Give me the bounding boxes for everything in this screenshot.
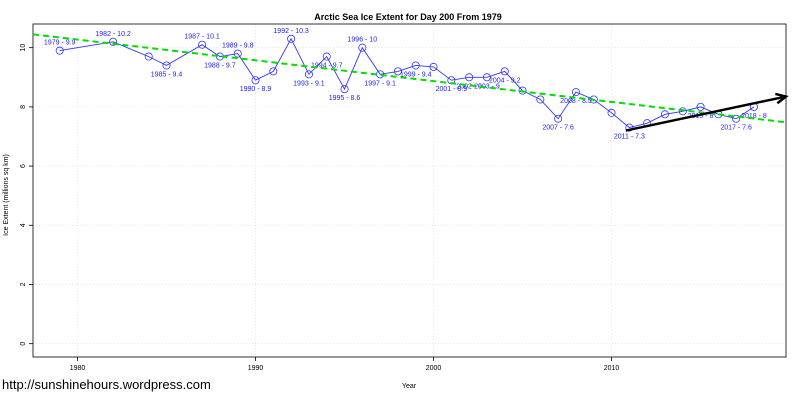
data-point <box>340 85 349 94</box>
point-label: 2007 - 7.6 <box>542 125 574 132</box>
point-label: 2001 - 8.9 <box>436 86 468 93</box>
x-axis-label: Year <box>402 383 417 390</box>
x-tick-label: 1990 <box>248 365 264 372</box>
y-tick-label: 6 <box>20 164 27 168</box>
data-point <box>732 114 741 123</box>
data-point <box>287 34 296 43</box>
point-label: 1989 - 9.8 <box>222 43 254 50</box>
data-point <box>500 67 509 76</box>
point-label: 1994 - 9.7 <box>311 63 343 70</box>
data-point <box>482 73 491 82</box>
data-point <box>162 61 171 70</box>
overlays <box>32 33 789 132</box>
point-label: 2017 - 7.6 <box>720 125 752 132</box>
data-point <box>607 108 616 117</box>
source-watermark: http://sunshinehours.wordpress.com <box>2 377 211 392</box>
x-tick-label: 2010 <box>604 365 620 372</box>
x-tick-label: 2000 <box>426 365 442 372</box>
point-label: 1997 - 9.1 <box>364 80 396 87</box>
data-point <box>358 43 367 52</box>
series-line <box>59 37 755 129</box>
data-point <box>322 52 331 61</box>
data-point <box>518 86 527 95</box>
point-label: 1993 - 9.1 <box>293 80 325 87</box>
data-point <box>393 67 402 76</box>
data-point <box>411 61 420 70</box>
data-point <box>678 107 687 116</box>
y-axis: 0 2 4 6 8 10 <box>20 44 33 346</box>
point-label: 1982 - 10.2 <box>95 31 131 38</box>
data-point <box>660 110 669 119</box>
x-axis: 1980 1990 2000 2010 <box>70 357 620 372</box>
point-label: 1992 - 10.3 <box>273 28 309 35</box>
data-point <box>233 49 242 58</box>
y-tick-label: 4 <box>20 223 27 227</box>
data-point <box>696 102 705 111</box>
point-label: 2003 - 9 <box>474 83 500 90</box>
data-point <box>55 46 64 55</box>
data-point <box>109 37 118 46</box>
data-point <box>429 62 438 71</box>
series-group <box>55 34 758 132</box>
point-label: 1979 - 9.9 <box>44 40 76 47</box>
arrow-head <box>775 92 789 105</box>
y-tick-label: 2 <box>20 282 27 286</box>
data-point <box>625 123 634 132</box>
point-label: 2004 - 9.2 <box>489 77 521 84</box>
trend-line <box>32 33 787 124</box>
data-point <box>571 88 580 97</box>
data-point <box>554 114 563 123</box>
point-label: 2018 - 8 <box>741 113 767 120</box>
point-label: 2015 - 8 <box>688 113 714 120</box>
point-label: 2011 - 7.3 <box>614 134 645 141</box>
y-tick-label: 8 <box>20 105 27 109</box>
arrow-line <box>625 95 787 132</box>
data-point <box>144 52 153 61</box>
data-point <box>251 76 260 85</box>
y-tick-label: 10 <box>20 44 27 52</box>
data-point <box>536 95 545 104</box>
point-label: 1999 - 9.4 <box>400 71 432 78</box>
point-label: 1995 - 8.6 <box>329 95 361 102</box>
data-point <box>304 70 313 79</box>
data-point <box>269 67 278 76</box>
point-label: 2002 - 9 <box>456 83 482 90</box>
y-tick-label: 0 <box>20 342 27 346</box>
point-label: 1990 - 8.9 <box>240 86 272 93</box>
chart-title: Arctic Sea Ice Extent for Day 200 From 1… <box>314 12 502 22</box>
x-tick-label: 1980 <box>70 365 86 372</box>
point-label: 1985 - 9.4 <box>151 71 183 78</box>
data-point <box>465 73 474 82</box>
point-label: 2008 - 8.5 <box>560 98 592 105</box>
point-labels: 1979 - 9.9 1982 - 10.2 1985 - 9.4 1987 - 10… <box>44 28 767 141</box>
point-label: 1987 - 10.1 <box>184 34 220 41</box>
plot-area <box>32 23 787 358</box>
data-point <box>198 40 207 49</box>
point-label: 1988 - 9.7 <box>204 63 236 70</box>
point-label: 1996 - 10 <box>348 37 378 44</box>
y-axis-label: Ice Extent (millions sq km) <box>3 154 10 236</box>
